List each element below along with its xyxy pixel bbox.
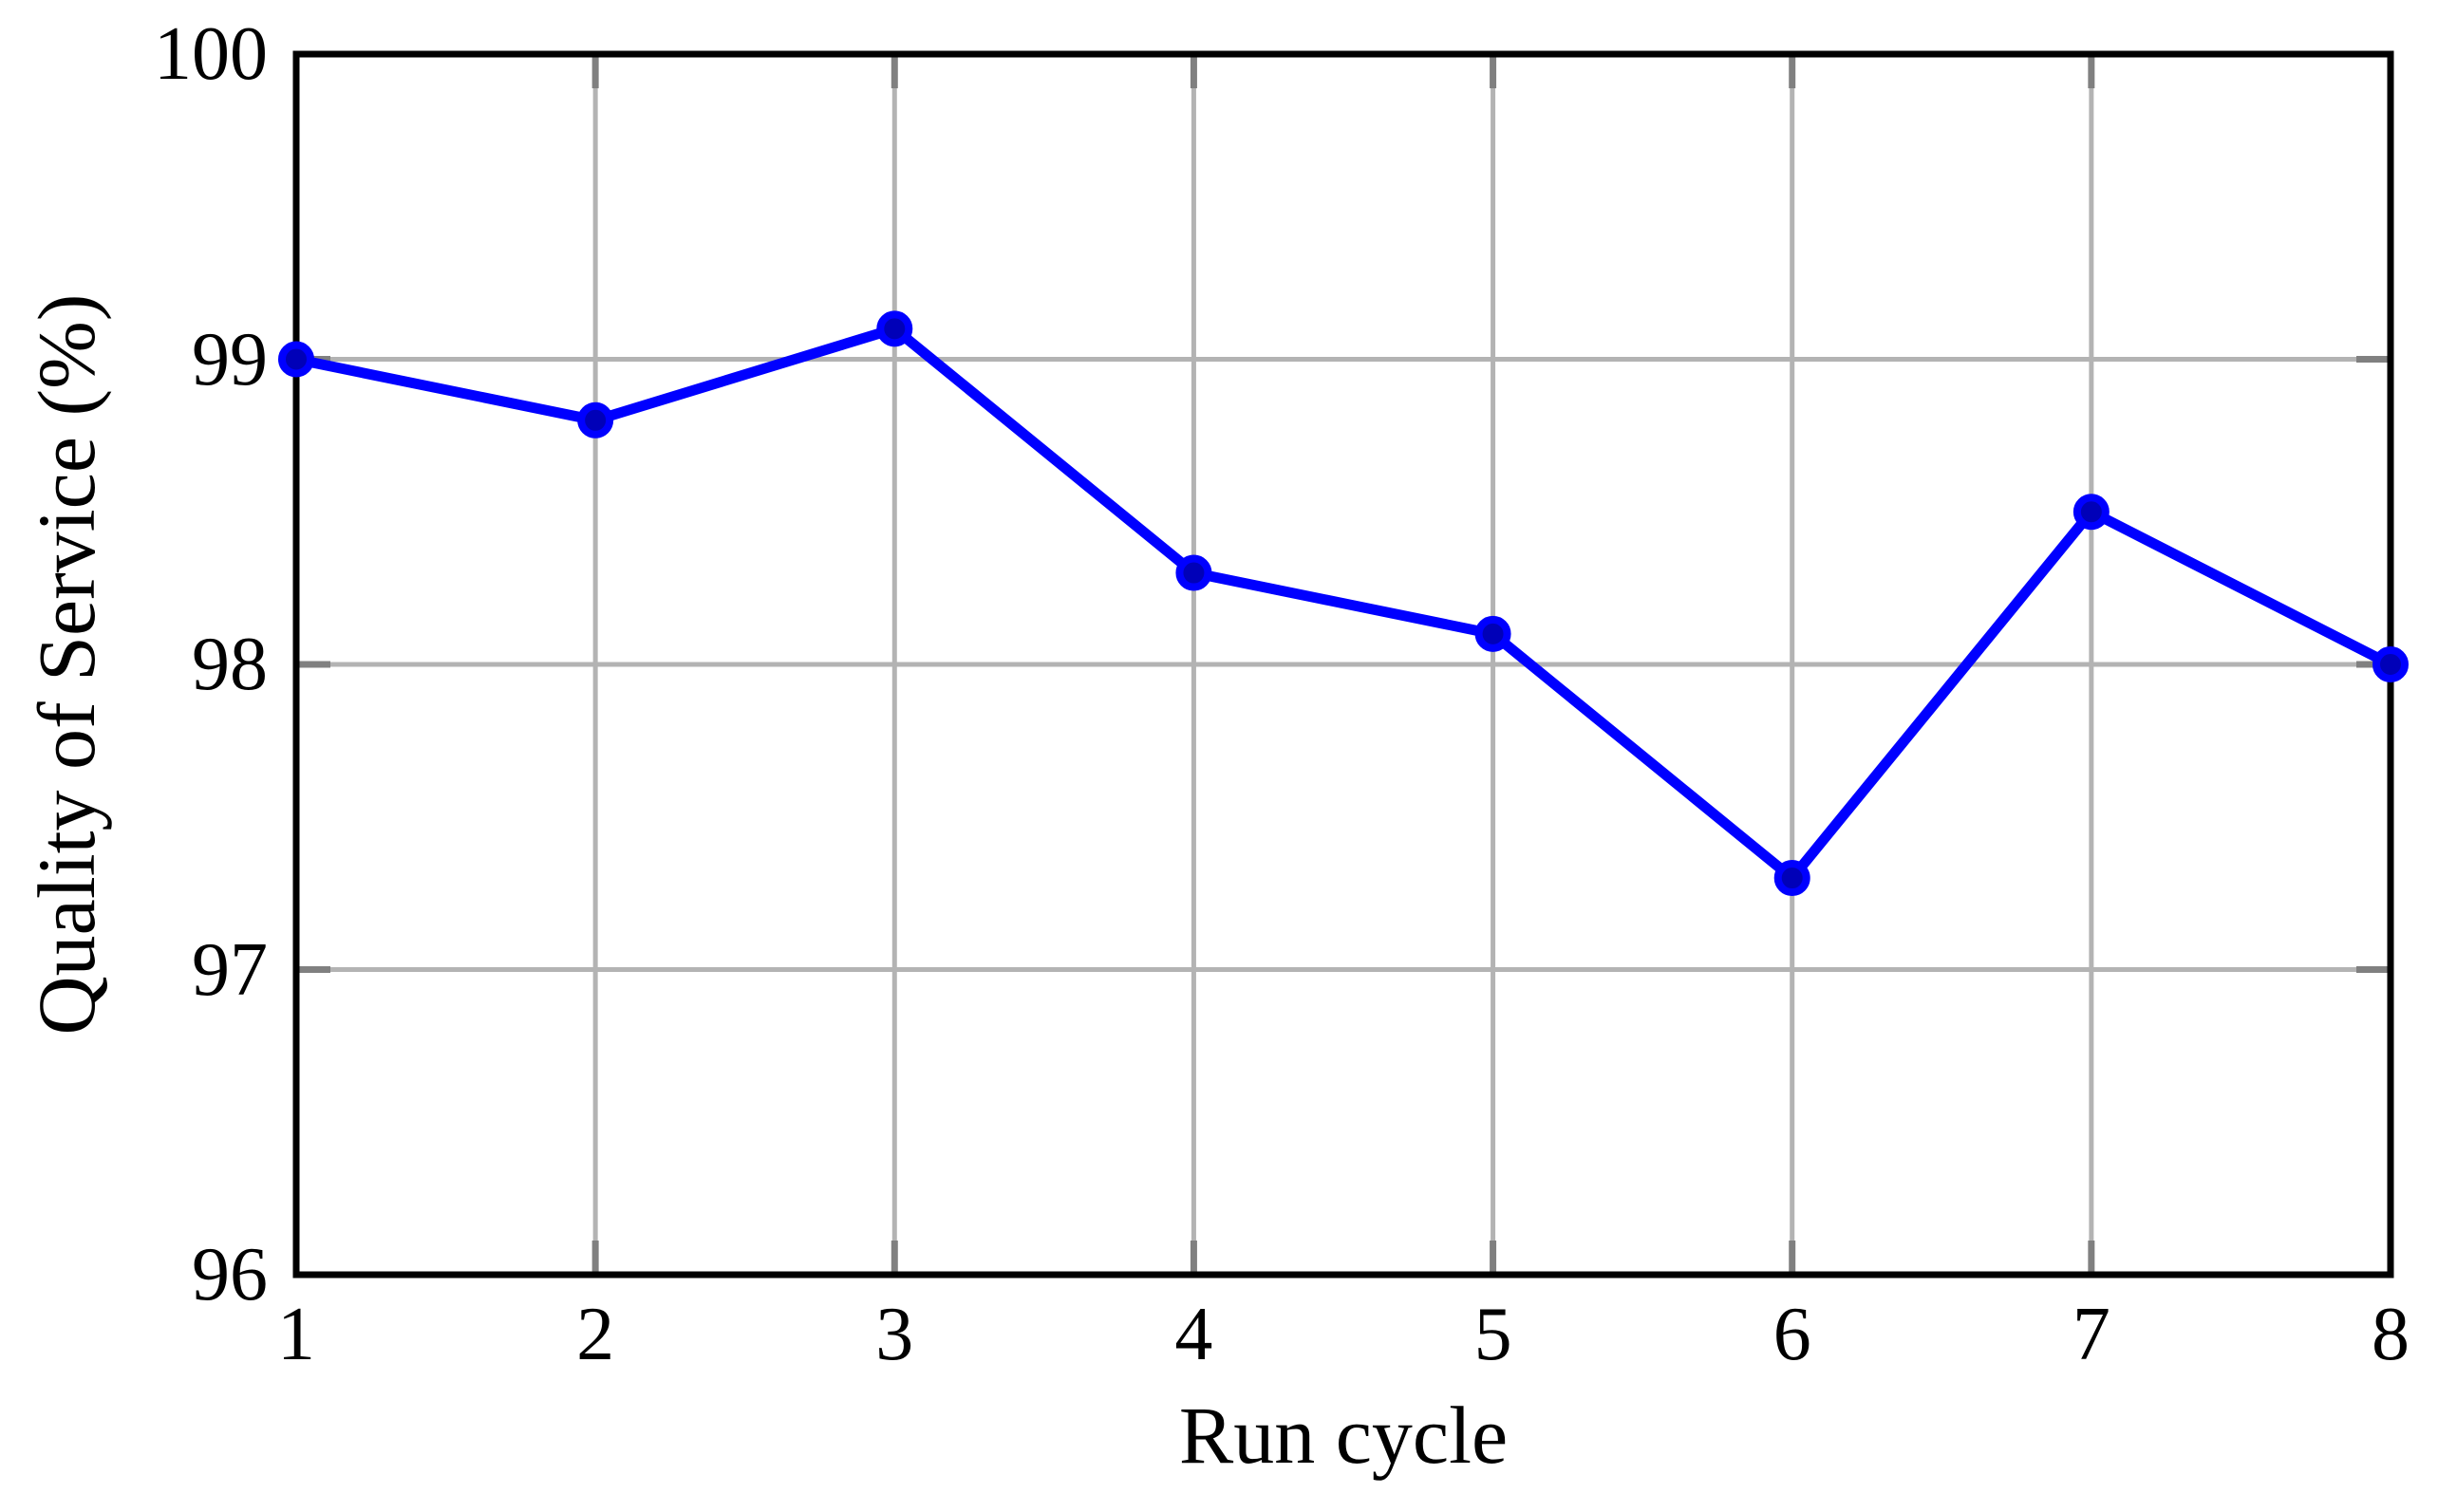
x-axis-title: Run cycle — [1178, 1390, 1509, 1481]
x-tick-label: 4 — [1174, 1293, 1213, 1376]
data-point-marker — [577, 401, 614, 439]
x-tick-label: 7 — [2072, 1293, 2110, 1376]
x-tick-label: 6 — [1772, 1293, 1811, 1376]
x-tick-label: 8 — [2372, 1293, 2410, 1376]
data-line — [291, 323, 2396, 884]
data-point-marker — [1474, 615, 1511, 652]
data-point-marker — [2072, 494, 2110, 531]
data-point-marker — [2372, 646, 2409, 682]
y-tick-label: 99 — [192, 317, 268, 401]
x-tick-label: 3 — [875, 1293, 914, 1376]
x-tick-label: 1 — [277, 1293, 315, 1376]
data-point-marker — [278, 341, 314, 378]
y-axis-title: Quality of Service (%) — [21, 293, 112, 1036]
data-point-marker — [1175, 554, 1212, 591]
y-tick-label: 98 — [192, 623, 268, 706]
y-tick-label: 96 — [192, 1233, 268, 1316]
data-point-marker — [876, 310, 913, 347]
data-point-marker — [1773, 860, 1810, 897]
y-tick-label: 100 — [154, 12, 268, 96]
x-tick-label: 2 — [576, 1293, 615, 1376]
y-tick-label: 97 — [192, 927, 268, 1012]
x-tick-label: 5 — [1473, 1293, 1512, 1376]
